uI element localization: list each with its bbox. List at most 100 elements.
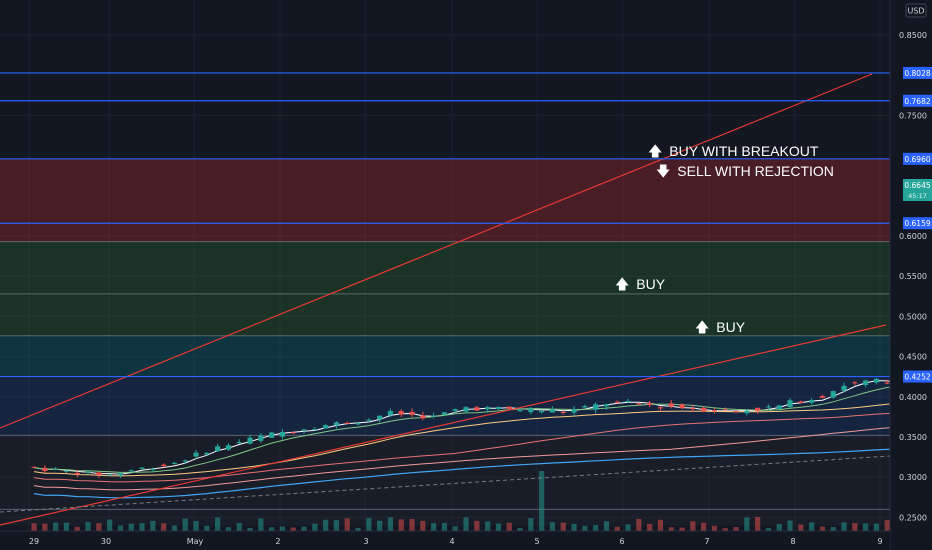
volume-bar (269, 527, 275, 531)
ma-blue (33, 446, 932, 499)
volume-bar (798, 524, 804, 531)
candle-body (269, 432, 275, 438)
volume-bar (539, 471, 545, 531)
trendline-lower (0, 324, 887, 526)
volume-bar (398, 519, 404, 531)
currency-badge[interactable] (905, 3, 927, 18)
level-badge-label: 0.7682 (904, 97, 930, 106)
volume-bar (884, 520, 890, 531)
candle-body (873, 378, 880, 383)
volume-bar (377, 520, 383, 531)
volume-bar (744, 517, 750, 531)
candle-body (161, 464, 167, 467)
candle-body (258, 435, 264, 441)
time-tick-label: 30 (101, 537, 111, 546)
volume-bar (657, 519, 664, 531)
time-axis[interactable]: 29 30 May 2 3 4 5 6 7 8 9 (0, 530, 890, 550)
volume-bar (474, 520, 480, 531)
volume-bar (182, 518, 188, 531)
volume-bar (128, 523, 134, 531)
volume-bar (323, 519, 329, 531)
candle-body (722, 409, 728, 411)
candle-body (798, 401, 804, 403)
candle-body (204, 452, 210, 455)
volume-bar (852, 522, 858, 531)
volume-bar (247, 527, 253, 531)
candle-body (85, 471, 91, 473)
price-tick-label: 0.4000 (899, 393, 927, 402)
arrow-up-icon: 🡅 (615, 276, 629, 292)
volume-bar (63, 522, 70, 531)
volume-bar (139, 523, 145, 531)
candle-body (150, 468, 156, 471)
volume-bar (690, 521, 696, 531)
candle-body (290, 432, 296, 434)
volume-bar (755, 517, 761, 531)
level-badge-label: 0.8028 (904, 69, 930, 78)
volume-bar (830, 527, 836, 531)
volume-bar (679, 527, 685, 531)
volume-bar (819, 526, 826, 531)
volume-bar (711, 525, 718, 531)
volume-bar (722, 528, 728, 531)
candle-body (582, 406, 588, 408)
volume-bar (85, 522, 91, 531)
candle-body (225, 445, 232, 450)
time-tick-label: 7 (704, 537, 709, 546)
candle-body (614, 401, 620, 403)
level-badge-label: 0.6159 (904, 219, 930, 228)
time-tick-label: 6 (619, 537, 624, 546)
volume-bar (117, 525, 124, 531)
volume-bar (625, 524, 631, 531)
price-axis[interactable]: 0.8500 0.7500 0.6000 0.5500 0.5000 0.4500 0.40… (889, 0, 932, 550)
candle-body (776, 405, 782, 409)
volume-bar (161, 523, 167, 531)
volume-bar (301, 526, 307, 531)
candle-body (657, 407, 664, 409)
volume-bar (42, 523, 48, 531)
candle-body (636, 403, 642, 405)
candle-body (809, 399, 815, 403)
candle-body (31, 466, 37, 468)
candle-body (485, 407, 491, 410)
volume-bar (366, 518, 372, 531)
volume-bar (431, 523, 437, 531)
candle-body (117, 473, 124, 476)
arrow-up-icon: 🡅 (648, 143, 662, 159)
volume-bar (506, 522, 512, 531)
volume-bar (809, 522, 815, 531)
candle-body (474, 407, 480, 411)
candle-body (560, 411, 566, 413)
candle-body (549, 409, 556, 413)
volume-bar (668, 527, 674, 531)
zone (0, 293, 890, 336)
candle-body (787, 400, 793, 408)
level-badge (903, 370, 932, 383)
level-badge (903, 94, 932, 107)
trendline-dashed (0, 455, 891, 513)
volume-bar (333, 520, 340, 531)
candle-body (333, 422, 340, 426)
horizontal-levels (0, 72, 890, 378)
volume-bar (420, 520, 426, 531)
candle-body (884, 382, 890, 384)
volume-bar (765, 527, 772, 531)
candle-body (74, 472, 80, 475)
volume-bar (485, 521, 491, 531)
candle-body (377, 415, 383, 420)
price-tick-label: 0.7500 (899, 111, 927, 120)
volume-bar (463, 517, 469, 531)
ma-orange (33, 397, 932, 477)
candle-body (668, 403, 674, 407)
volume-bar (495, 523, 502, 531)
candle-body (852, 382, 858, 384)
volume-bar (582, 525, 588, 531)
candle-body (625, 400, 631, 402)
countdown-label: 45:17 (908, 192, 927, 200)
candle-body (387, 411, 394, 416)
zone (0, 335, 890, 377)
volume-bar (171, 525, 178, 531)
candle-body (452, 409, 458, 411)
